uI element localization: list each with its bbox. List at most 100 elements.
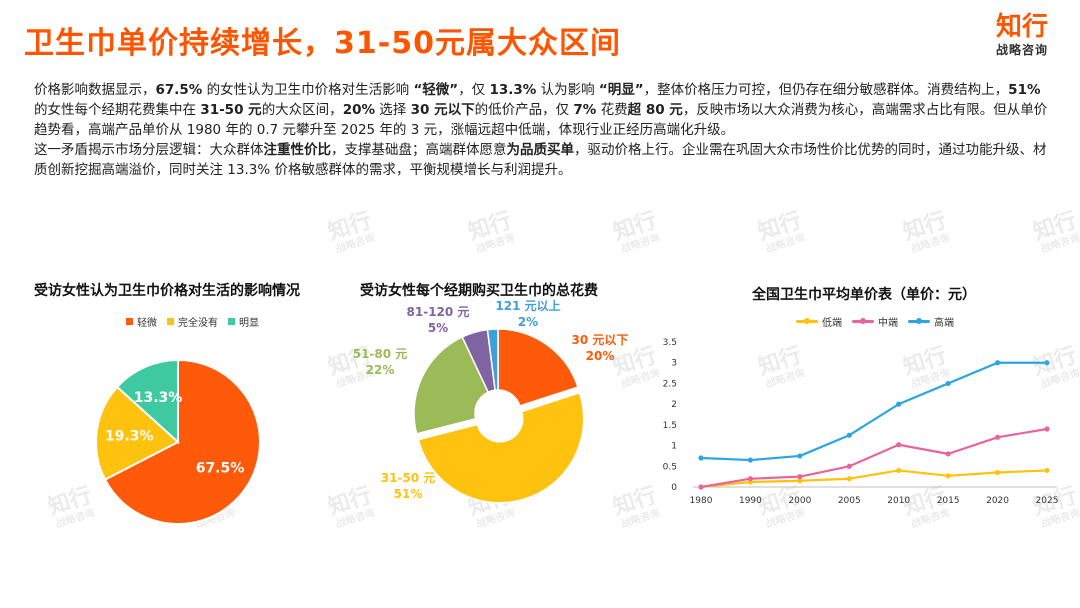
data-point [797, 478, 803, 484]
legend-item: 高端 [908, 314, 954, 329]
data-point [945, 380, 951, 387]
watermark-sub: 战略咨询 [334, 232, 377, 256]
watermark-main: 知行 [1030, 208, 1080, 246]
body-text-segment: 的女性认为卫生巾价格对生活影响 [202, 82, 414, 98]
y-tick-label: 0.5 [663, 462, 677, 472]
body-text-segment: 价格影响数据显示， [34, 82, 156, 98]
legend-line-marker [796, 318, 818, 324]
y-tick-label: 3 [671, 359, 677, 369]
legend-item: 低端 [796, 314, 842, 329]
watermark: 知行战略咨询 [755, 208, 809, 257]
body-text: 价格影响数据显示，67.5% 的女性认为卫生巾价格对生活影响 “轻微”，仅 13… [34, 80, 1052, 180]
watermark: 知行战略咨询 [465, 208, 519, 257]
body-text-segment: 的女性每个经期花费集中在 [34, 102, 201, 118]
logo-main-text: 知行 [995, 12, 1048, 42]
x-tick-label: 2015 [937, 496, 960, 506]
x-tick-label: 2005 [838, 496, 861, 506]
y-tick-label: 2.5 [663, 379, 677, 389]
watermark-main: 知行 [465, 208, 515, 246]
legend-swatch [167, 318, 174, 325]
body-text-segment: “轻微” [413, 82, 459, 98]
donut-slice [413, 335, 490, 435]
data-point [945, 473, 951, 479]
body-text-segment: 超 80 元 [627, 102, 683, 118]
chart1-legend: 轻微 完全没有 明显 [126, 314, 259, 329]
donut-category-label: 30 元以下 [572, 333, 629, 347]
legend-line-marker [908, 318, 930, 324]
body-text-segment: “明显” [598, 82, 644, 98]
body-text-segment: ，仅 [458, 82, 490, 98]
body-text-segment: 这一矛盾揭示市场分层逻辑：大众群体 [34, 142, 264, 158]
brand-logo: 知行 战略咨询 [988, 12, 1056, 58]
body-text-segment: ，驱动价格上行。企业需在巩固大众市场性价比优势的同时，通过功能升级、材质创新挖掘… [34, 142, 1047, 178]
x-tick-label: 2000 [788, 496, 811, 506]
data-point [896, 442, 902, 448]
donut-value-label: 22% [366, 363, 395, 377]
data-point [797, 474, 803, 480]
page-title: 卫生巾单价持续增长，31-50元属大众区间 [24, 26, 621, 61]
data-point [1044, 467, 1050, 474]
data-point [846, 432, 852, 438]
body-paragraph-2: 这一矛盾揭示市场分层逻辑：大众群体注重性价比，支撑基础盘；高端群体愿意为品质买单… [34, 140, 1052, 180]
body-text-segment: 认为影响 [536, 82, 599, 98]
donut-category-label: 121 元以上 [495, 298, 560, 313]
data-point [698, 455, 704, 461]
series-line [700, 469, 1048, 489]
data-point [747, 476, 754, 482]
x-tick-label: 1980 [690, 496, 713, 506]
watermark-sub: 战略咨询 [474, 232, 517, 256]
legend-label: 低端 [822, 318, 842, 329]
body-text-segment: 31-50 元 [200, 102, 262, 118]
data-point [896, 401, 902, 407]
donut-category-label: 31-50 元 [381, 471, 436, 485]
legend-item: 明显 [228, 314, 259, 329]
donut-category-label: 51-80 元 [353, 347, 408, 361]
series-line [700, 427, 1048, 489]
legend-swatch [228, 318, 235, 325]
body-text-segment: 选择 [375, 102, 411, 118]
data-point [1044, 426, 1050, 432]
donut-value-label: 20% [586, 349, 615, 363]
x-tick-label: 1990 [739, 496, 762, 506]
body-text-segment: 20% [342, 102, 376, 118]
logo-sub-text: 战略咨询 [995, 43, 1048, 57]
y-tick-label: 1 [671, 442, 677, 452]
watermark-sub: 战略咨询 [1039, 232, 1080, 256]
data-point [994, 434, 1001, 440]
chart3-title: 全国卫生巾平均单价表（单价：元） [752, 287, 976, 303]
donut-slice [486, 328, 499, 392]
series-line [700, 361, 1047, 462]
pie-slice [103, 358, 261, 525]
watermark: 知行战略咨询 [610, 208, 664, 257]
body-text-segment: 的低价产品，仅 [474, 102, 574, 118]
data-point [945, 451, 951, 457]
data-point [698, 484, 704, 490]
legend-label: 轻微 [137, 318, 157, 329]
x-tick-label: 2025 [1036, 496, 1059, 506]
x-tick-label: 2020 [986, 496, 1009, 506]
donut-slice [417, 391, 585, 504]
pie-slice [95, 385, 180, 481]
body-text-segment: 为品质买单 [506, 142, 575, 158]
legend-item: 轻微 [126, 314, 157, 329]
chart3-line: 0 0.5 1 1.5 2 2.5 3 3.5 1980 1990 2000 2005 2010 2015… [663, 338, 1059, 506]
watermark: 知行战略咨询 [1030, 208, 1080, 257]
legend-label: 中端 [878, 318, 898, 329]
data-point [797, 453, 803, 459]
watermark-sub: 战略咨询 [764, 232, 807, 256]
legend-line-marker [852, 318, 874, 324]
watermark-main: 知行 [610, 208, 660, 246]
donut-value-label: 2% [518, 315, 538, 329]
chart3-legend: 低端 中端 高端 [796, 314, 954, 329]
donut-slice [497, 328, 579, 407]
chart2-donut: 30 元以下 20% 31-50 元 51% 51-80 元 22% 81-120 元 5% 1… [353, 298, 629, 504]
donut-value-label: 5% [428, 321, 448, 335]
chart2-title: 受访女性每个经期购买卫生巾的总花费 [360, 283, 598, 299]
body-text-segment: 注重性价比 [263, 142, 332, 158]
pie-slice [115, 358, 179, 445]
watermark-main: 知行 [325, 208, 375, 246]
data-point [747, 457, 754, 463]
y-tick-label: 2 [671, 400, 677, 410]
watermark-sub: 战略咨询 [909, 232, 952, 256]
body-text-segment: 30 元以下 [410, 102, 475, 118]
